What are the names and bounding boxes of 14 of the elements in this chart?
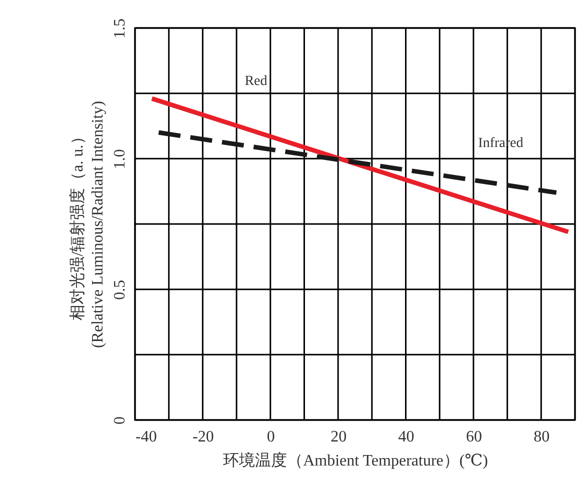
x-tick-label: 60 <box>466 428 482 446</box>
x-tick-label: 0 <box>266 428 275 446</box>
x-tick-label: -20 <box>192 428 214 446</box>
y-tick-label: 1.0 <box>112 149 128 170</box>
x-axis-title: 环境温度（Ambient Temperature）(℃) <box>223 452 488 470</box>
y-axis-title: 相对光强/辐射强度（a. u.） (Relative Luminous/Radiant Intensity) <box>68 100 106 348</box>
text: Red <box>244 74 268 89</box>
y-tick-label: 0.5 <box>112 280 128 300</box>
x-tick-label: 20 <box>330 428 347 446</box>
x-tick-label: -40 <box>136 428 157 446</box>
x-tick-label: 40 <box>398 428 414 446</box>
x-tick-label: 80 <box>534 428 550 446</box>
y-tick-label: 1.5 <box>112 18 128 38</box>
y-tick-label: 0 <box>112 416 128 424</box>
